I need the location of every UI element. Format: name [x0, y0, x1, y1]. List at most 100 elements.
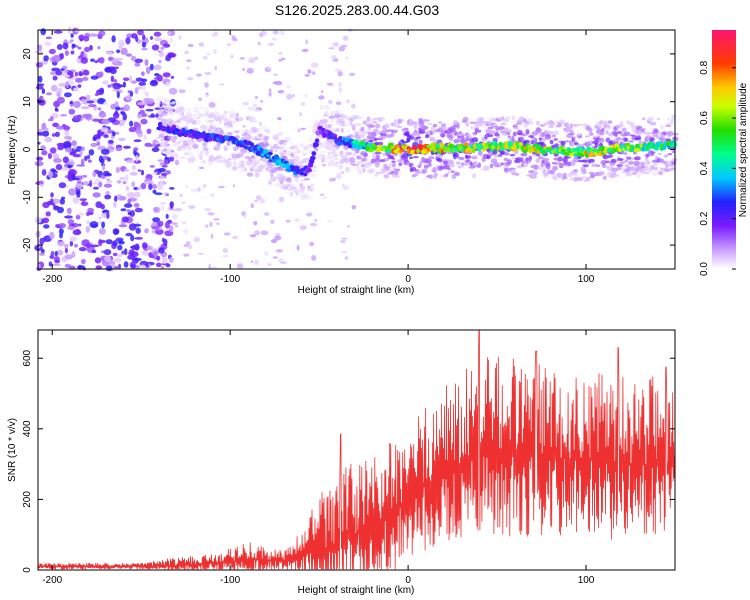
noise-blob — [116, 49, 121, 54]
noise-blob — [188, 205, 196, 210]
ridge-halo — [275, 146, 280, 149]
ridge-halo — [536, 120, 540, 126]
noise-blob — [197, 187, 201, 192]
noise-blob — [91, 249, 97, 254]
noise-blob — [145, 66, 151, 74]
ridge-halo — [319, 150, 326, 154]
ridge-halo — [247, 135, 252, 141]
noise-blob — [140, 118, 148, 125]
noise-blob — [168, 87, 178, 95]
noise-blob — [104, 255, 112, 263]
noise-blob — [111, 35, 116, 43]
noise-blob — [48, 48, 56, 55]
ridge-halo — [603, 120, 607, 126]
ridge-halo — [285, 191, 292, 195]
ridge-halo — [474, 128, 479, 134]
noise-blob — [54, 259, 61, 264]
ridge-halo — [290, 186, 298, 190]
noise-blob — [97, 46, 101, 50]
ridge-halo — [274, 133, 278, 138]
noise-blob — [94, 60, 98, 64]
noise-blob — [152, 171, 158, 175]
ridge-halo — [424, 119, 431, 122]
noise-blob — [53, 30, 63, 34]
noise-blob — [115, 237, 124, 242]
ridge-halo — [406, 131, 410, 136]
ridge-halo — [652, 171, 659, 176]
noise-blob — [311, 255, 317, 261]
ridge-halo — [195, 116, 201, 119]
ridge-halo — [588, 171, 594, 175]
ridge-halo — [216, 127, 222, 130]
noise-blob — [42, 217, 50, 224]
noise-blob — [304, 94, 308, 98]
noise-blob — [268, 88, 272, 93]
y-tick-label: 400 — [22, 420, 33, 437]
noise-blob — [36, 180, 44, 185]
x-tick-label: -100 — [220, 575, 240, 586]
noise-blob — [90, 244, 100, 248]
ridge-halo — [321, 118, 329, 124]
noise-blob — [161, 172, 168, 177]
ridge-halo — [453, 130, 458, 136]
noise-blob — [124, 248, 128, 256]
noise-blob — [338, 87, 342, 93]
ridge-halo — [219, 128, 224, 134]
noise-blob — [82, 174, 88, 178]
ridge-halo — [279, 180, 284, 185]
colorbar-ticks: 0.0 0.2 0.4 0.6 0.8 — [699, 60, 736, 276]
noise-blob — [327, 220, 332, 223]
ridge-halo — [162, 144, 168, 149]
ridge-halo — [411, 174, 418, 177]
ridge-halo — [599, 120, 604, 125]
ridge-halo — [611, 167, 619, 172]
noise-blob — [340, 171, 345, 174]
ridge-halo — [160, 118, 168, 125]
ridge-halo — [226, 120, 233, 124]
noise-blob — [69, 240, 74, 247]
ridge-halo — [557, 156, 563, 162]
noise-blob — [101, 221, 105, 229]
noise-blob — [89, 180, 93, 188]
noise-blob — [141, 47, 148, 51]
noise-blob — [153, 64, 162, 71]
ridge-halo — [619, 161, 625, 164]
ridge-halo — [452, 152, 459, 158]
noise-blob — [124, 203, 133, 208]
noise-blob — [165, 193, 169, 197]
ridge-halo — [667, 153, 673, 156]
noise-blob — [133, 202, 140, 208]
noise-blob — [78, 223, 82, 227]
noise-blob — [163, 43, 171, 48]
ridge-halo — [296, 148, 301, 152]
ridge-point — [428, 146, 434, 151]
ridge-halo — [454, 172, 460, 176]
ridge-point — [464, 142, 469, 148]
ridge-halo — [549, 121, 556, 126]
ridge-halo — [188, 157, 195, 164]
noise-blob — [103, 183, 112, 188]
ridge-halo — [195, 110, 201, 114]
ridge-point — [653, 147, 660, 151]
noise-blob — [157, 159, 164, 162]
ridge-halo — [358, 170, 363, 175]
ridge-halo — [415, 136, 422, 140]
ridge-halo — [549, 139, 554, 145]
ridge-halo — [379, 171, 386, 175]
noise-blob — [304, 73, 310, 77]
noise-blob — [106, 157, 112, 162]
ridge-halo — [193, 106, 199, 111]
noise-blob — [49, 71, 58, 76]
noise-blob — [43, 55, 49, 62]
noise-blob — [114, 101, 119, 108]
noise-blob — [175, 207, 183, 212]
noise-blob — [115, 147, 123, 152]
noise-blob — [94, 257, 102, 264]
colorbar-tick-label: 0.6 — [699, 111, 710, 125]
ridge-halo — [562, 176, 568, 180]
ridge-point — [661, 146, 667, 151]
noise-blob — [133, 187, 138, 190]
ridge-halo — [483, 165, 490, 171]
ridge-halo — [409, 156, 413, 160]
noise-blob — [129, 120, 134, 127]
